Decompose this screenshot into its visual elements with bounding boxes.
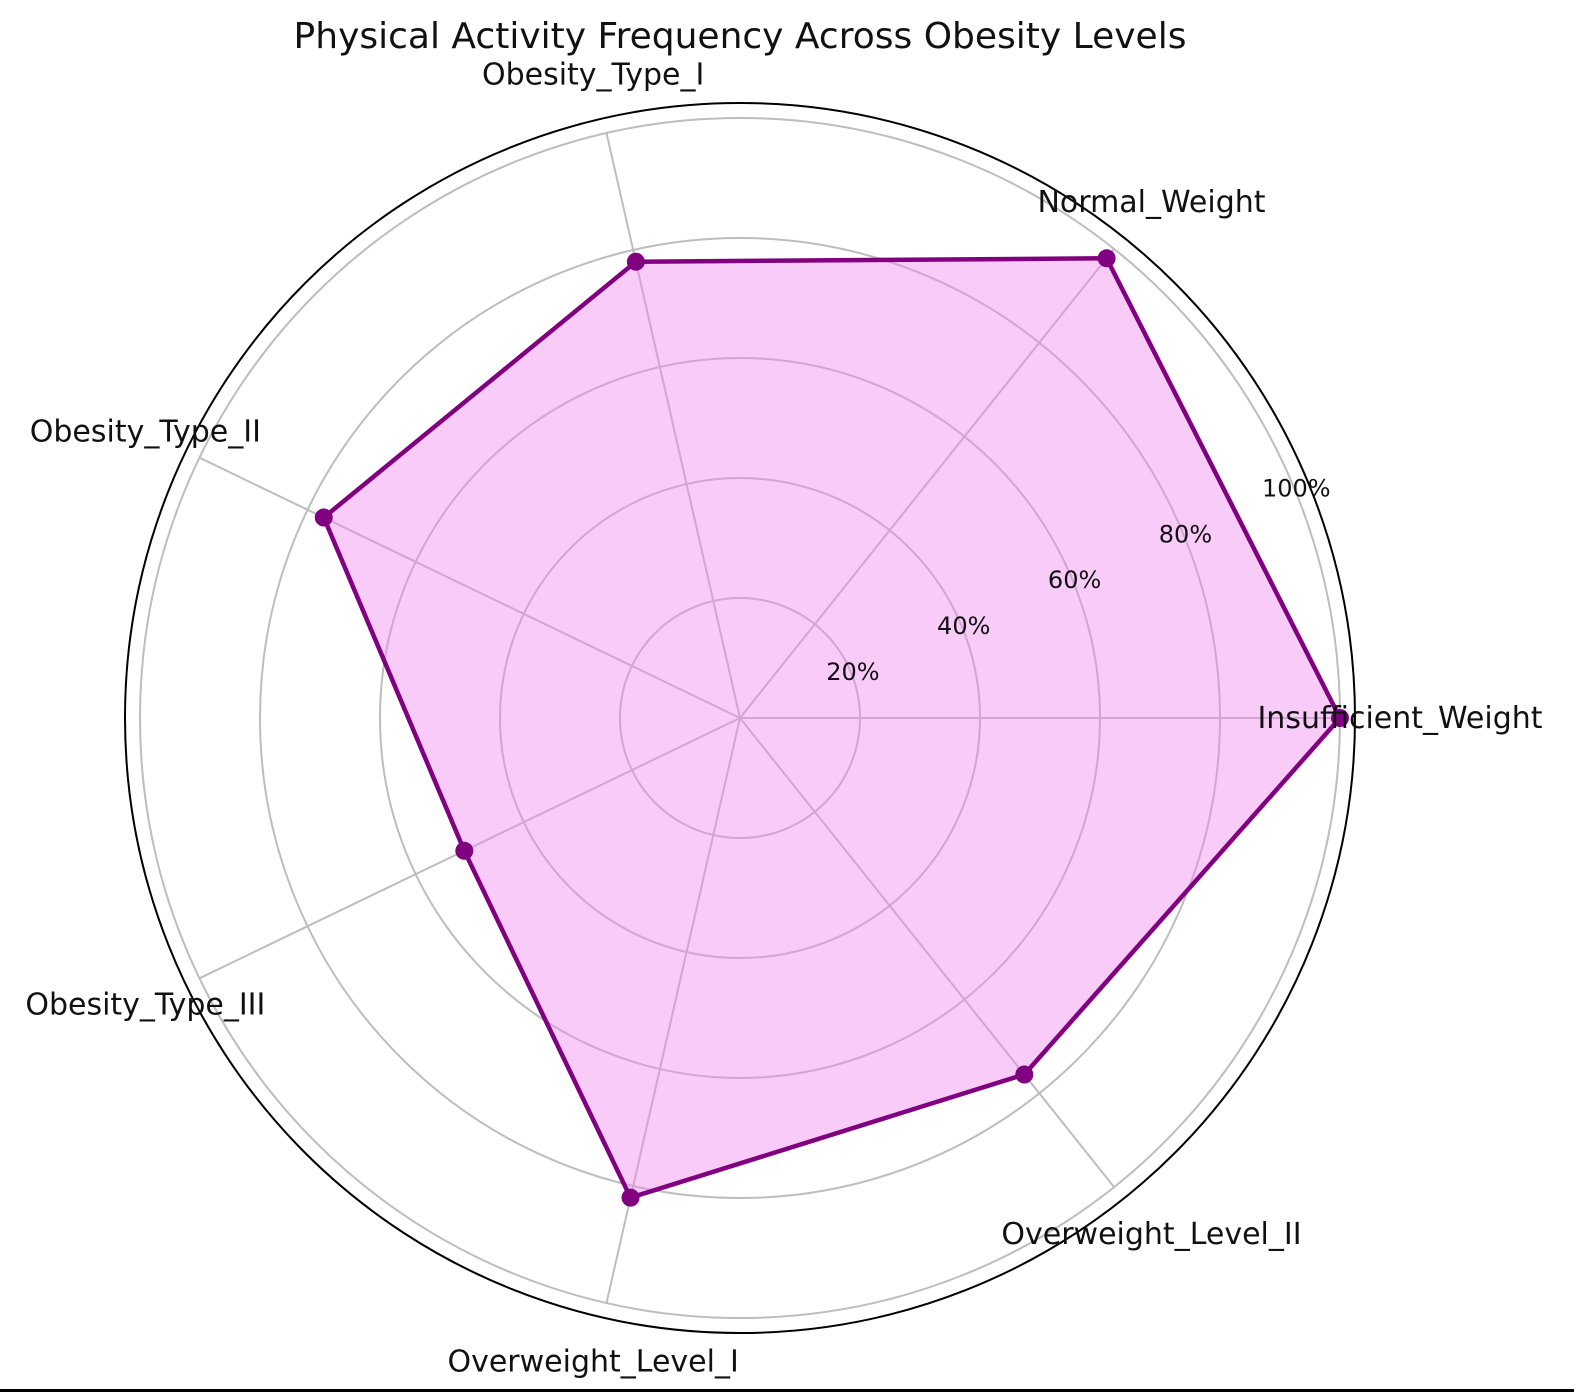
r-tick-label: 40%: [937, 612, 990, 640]
series-line: [321, 256, 1343, 1200]
chart-title: Physical Activity Frequency Across Obesi…: [294, 16, 1187, 57]
r-tick-label: 20%: [826, 658, 879, 686]
spoke-Normal_Weight: [739, 248, 1115, 719]
r-tick-label: 80%: [1159, 520, 1212, 548]
category-label-Insufficient_Weight: Insufficient_Weight: [1257, 701, 1542, 736]
data-point-Obesity_Type_II: [314, 508, 333, 527]
spoke-Obesity_Type_I: [605, 132, 741, 719]
data-point-Overweight_Level_II: [1015, 1065, 1034, 1084]
bottom-border: [0, 1389, 1574, 1392]
series-area: [323, 258, 1340, 1198]
spoke-Obesity_Type_II: [198, 456, 741, 719]
label-layer: 20% 40% 60% 80% 100% Insufficient_Weight Norma…: [25, 58, 1542, 1380]
r-tick-label: 60%: [1048, 566, 1101, 594]
data-point-Insufficient_Weight: [1331, 709, 1349, 727]
outer-frame: [124, 102, 1356, 1334]
category-label-Obesity_Type_III: Obesity_Type_III: [25, 987, 265, 1022]
r-tick-label: 100%: [1262, 474, 1331, 502]
category-label-Normal_Weight: Normal_Weight: [1037, 185, 1265, 220]
data-point-Overweight_Level_I: [621, 1188, 640, 1207]
category-label-Obesity_Type_II: Obesity_Type_II: [30, 415, 261, 450]
spoke-Overweight_Level_II: [739, 717, 1115, 1188]
category-label-Overweight_Level_I: Overweight_Level_I: [447, 1344, 738, 1379]
category-label-Obesity_Type_I: Obesity_Type_I: [482, 58, 704, 93]
data-point-Normal_Weight: [1097, 249, 1116, 268]
data-point-Obesity_Type_III: [455, 841, 474, 860]
category-label-Overweight_Level_II: Overweight_Level_II: [1001, 1217, 1301, 1252]
data-layer: [314, 249, 1349, 1207]
data-point-Obesity_Type_I: [626, 252, 645, 271]
